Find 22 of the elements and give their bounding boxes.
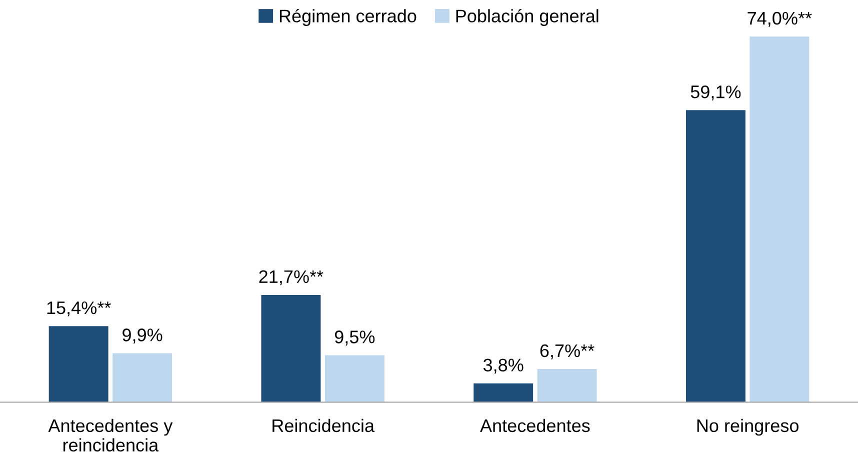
bar [750, 36, 810, 402]
data-label: 9,9% [122, 328, 162, 344]
bar [474, 383, 534, 402]
bar [261, 294, 321, 402]
bar [112, 353, 172, 402]
bar [686, 110, 746, 402]
x-tick-label: Reincidencia [272, 418, 375, 432]
legend-label: Régimen cerrado [280, 8, 416, 26]
data-label: 3,8% [483, 358, 524, 374]
data-label: 21,7%** [259, 270, 324, 286]
x-tick-label: No reingreso [697, 418, 798, 436]
data-label: 74,0%** [748, 12, 812, 27]
bar [48, 326, 108, 402]
x-tick-label: Antecedentes [480, 418, 590, 432]
data-label: 9,5% [334, 330, 375, 346]
bar [324, 355, 384, 402]
data-label: 15,4%** [47, 301, 111, 316]
x-tick-label: Antecedentes y reincidencia [48, 418, 173, 452]
data-label: 59,1% [690, 85, 741, 100]
legend-label: Población general [456, 8, 598, 26]
data-label: 6,7%** [540, 344, 594, 360]
bar [537, 369, 597, 402]
